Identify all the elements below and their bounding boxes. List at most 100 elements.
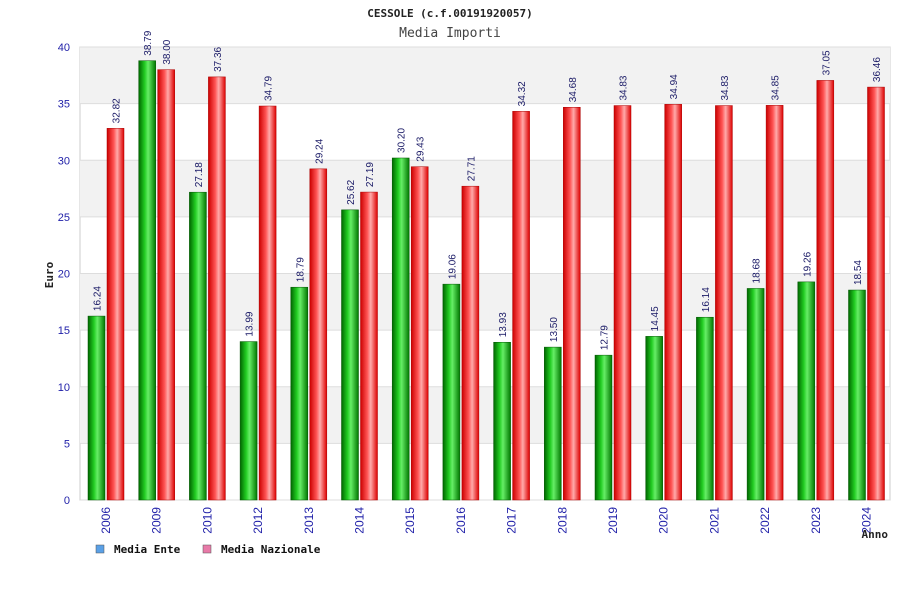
bar-media-ente-2015 — [391, 157, 410, 501]
x-tick-label-2016: 2016 — [454, 507, 468, 534]
y-tick-label: 0 — [64, 495, 70, 507]
value-label-media-nazionale-2006: 32.82 — [112, 98, 123, 123]
bar-media-ente-2018 — [544, 346, 562, 501]
y-tick-label: 30 — [58, 155, 70, 167]
y-tick-label: 25 — [58, 212, 70, 224]
value-label-media-ente-2019: 12.79 — [600, 325, 611, 350]
value-label-media-nazionale-2020: 34.94 — [669, 74, 680, 99]
value-label-media-ente-2024: 18.54 — [853, 260, 864, 285]
bar-media-nazionale-2017 — [512, 111, 530, 501]
value-label-media-nazionale-2019: 34.83 — [619, 75, 630, 100]
grid-band — [80, 47, 890, 104]
x-tick-label-2017: 2017 — [505, 507, 519, 534]
bar-media-ente-2016 — [442, 283, 461, 501]
value-label-media-nazionale-2012: 34.79 — [264, 76, 275, 101]
bar-media-nazionale-2016 — [461, 185, 480, 501]
bar-media-nazionale-2010 — [208, 76, 226, 501]
bar-media-ente-2006 — [87, 315, 106, 501]
value-label-media-nazionale-2023: 37.05 — [821, 50, 832, 75]
value-label-media-ente-2016: 19.06 — [447, 254, 458, 279]
legend-label-media-nazionale: Media Nazionale — [221, 543, 321, 556]
y-axis-ticks: 0 5 10 15 20 25 30 35 40 — [58, 42, 70, 507]
bar-media-nazionale-2012 — [258, 105, 277, 501]
bar-media-nazionale-2022 — [765, 105, 784, 501]
y-tick-label: 20 — [58, 269, 70, 281]
x-tick-label-2022: 2022 — [758, 507, 772, 534]
x-tick-label-2020: 2020 — [657, 507, 671, 534]
x-tick-label-2024: 2024 — [860, 507, 874, 534]
bar-media-ente-2022 — [746, 288, 765, 501]
bar-media-ente-2009 — [138, 60, 156, 501]
bar-media-ente-2020 — [645, 336, 663, 501]
bar-media-nazionale-2019 — [613, 105, 632, 501]
value-label-media-nazionale-2017: 34.32 — [517, 81, 528, 106]
bar-media-nazionale-2015 — [410, 166, 429, 501]
x-tick-label-2023: 2023 — [809, 507, 823, 534]
y-axis-label: Euro — [43, 261, 56, 288]
x-axis-label: Anno — [862, 528, 889, 541]
bar-media-ente-2019 — [594, 354, 613, 501]
value-label-media-ente-2012: 13.99 — [245, 311, 256, 336]
x-tick-label-2012: 2012 — [251, 507, 265, 534]
value-label-media-ente-2017: 13.93 — [498, 312, 509, 337]
x-tick-label-2009: 2009 — [150, 507, 164, 534]
bar-media-nazionale-2020 — [664, 104, 682, 501]
bar-media-ente-2010 — [189, 191, 207, 501]
legend-swatch-media-ente — [95, 544, 105, 554]
value-label-media-ente-2023: 19.26 — [802, 251, 813, 276]
value-label-media-nazionale-2009: 38.00 — [162, 39, 173, 64]
value-label-media-ente-2020: 14.45 — [650, 306, 661, 331]
legend: Media Ente Media Nazionale — [95, 543, 321, 556]
y-tick-label: 10 — [58, 382, 70, 394]
bar-media-nazionale-2013 — [309, 168, 328, 501]
x-tick-label-2014: 2014 — [353, 507, 367, 534]
value-labels: 16.24 32.82 38.79 38.00 27.18 37.36 13.99 34.79… — [93, 30, 884, 350]
x-tick-label-2010: 2010 — [200, 507, 214, 534]
legend-label-media-ente: Media Ente — [114, 543, 181, 556]
y-tick-label: 35 — [58, 99, 70, 111]
x-tick-label-2015: 2015 — [403, 507, 417, 534]
y-tick-label: 40 — [58, 42, 70, 54]
bar-media-ente-2013 — [290, 286, 309, 501]
y-tick-label: 15 — [58, 325, 70, 337]
value-label-media-nazionale-2018: 34.68 — [568, 77, 579, 102]
value-label-media-ente-2021: 16.14 — [701, 287, 712, 312]
x-tick-label-2006: 2006 — [99, 507, 113, 534]
value-label-media-nazionale-2010: 37.36 — [213, 46, 224, 71]
value-label-media-ente-2010: 27.18 — [194, 162, 205, 187]
value-label-media-ente-2018: 13.50 — [549, 317, 560, 342]
bars-group — [87, 60, 885, 501]
x-tick-label-2013: 2013 — [302, 507, 316, 534]
x-tick-label-2019: 2019 — [606, 507, 620, 534]
value-label-media-nazionale-2014: 27.19 — [365, 162, 376, 187]
chart-title: CESSOLE (c.f.00191920057) — [367, 7, 533, 20]
bar-media-ente-2021 — [696, 316, 714, 501]
bar-media-nazionale-2014 — [360, 191, 378, 501]
bar-media-nazionale-2024 — [867, 86, 885, 501]
value-label-media-ente-2015: 30.20 — [397, 128, 408, 153]
x-tick-label-2018: 2018 — [555, 507, 569, 534]
bar-media-nazionale-2021 — [715, 105, 733, 501]
legend-swatch-media-nazionale — [202, 544, 212, 554]
bar-media-nazionale-2018 — [563, 106, 581, 501]
bar-media-ente-2014 — [341, 209, 359, 501]
bar-media-ente-2012 — [239, 341, 258, 501]
value-label-media-ente-2009: 38.79 — [143, 30, 154, 55]
bar-media-nazionale-2009 — [157, 69, 175, 501]
x-axis-ticks: 2006 2009 2010 2012 2013 2014 2015 2016 2017 2018… — [99, 507, 874, 534]
value-label-media-nazionale-2015: 29.43 — [416, 136, 427, 161]
value-label-media-nazionale-2016: 27.71 — [466, 156, 477, 181]
bar-media-nazionale-2023 — [816, 80, 835, 501]
value-label-media-ente-2014: 25.62 — [346, 179, 357, 204]
value-label-media-nazionale-2013: 29.24 — [314, 138, 325, 163]
bar-media-ente-2023 — [797, 281, 816, 501]
value-label-media-nazionale-2021: 34.83 — [720, 75, 731, 100]
bar-media-ente-2017 — [493, 341, 511, 501]
chart-subtitle: Media Importi — [399, 26, 501, 41]
value-label-media-ente-2006: 16.24 — [93, 286, 104, 311]
value-label-media-ente-2022: 18.68 — [752, 258, 763, 283]
x-tick-label-2021: 2021 — [707, 507, 721, 534]
value-label-media-ente-2013: 18.79 — [295, 257, 306, 282]
